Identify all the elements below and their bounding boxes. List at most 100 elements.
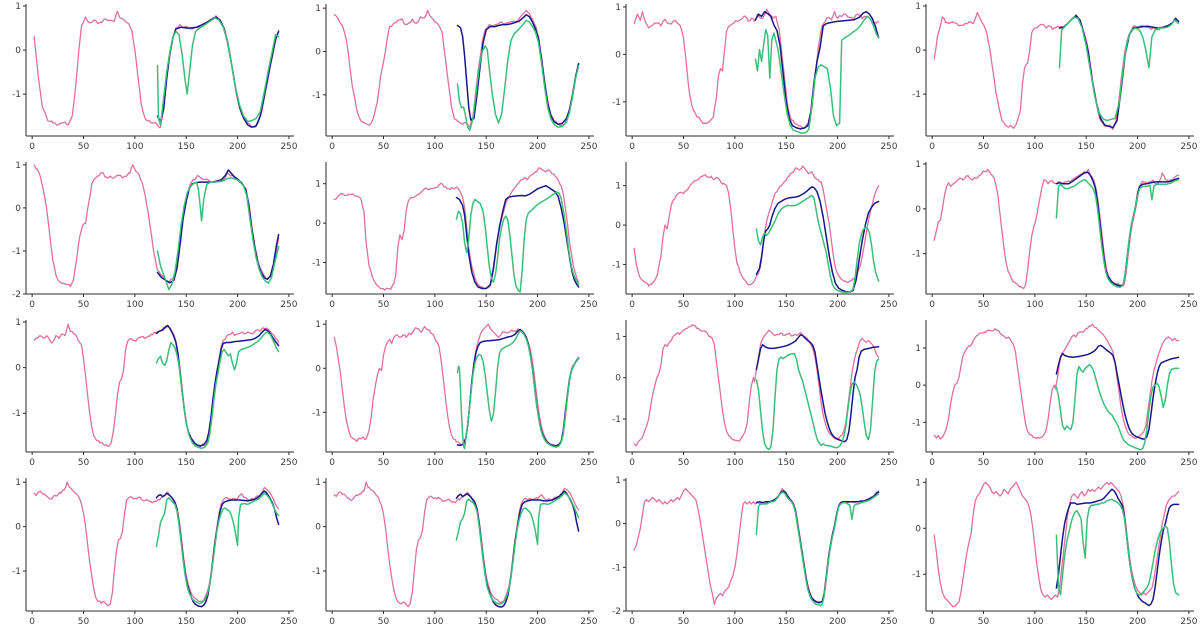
subplot-r2c3-chart: 1 0 -1 0 50 100 150 200 250 <box>612 162 898 310</box>
ground-truth-line <box>933 481 1180 608</box>
x-tick-label: 100 <box>426 617 443 627</box>
x-tick-label: 200 <box>229 458 246 468</box>
x-tick-label: 150 <box>1078 300 1095 310</box>
y-tick-label: -1 <box>912 570 921 580</box>
x-tick-label: 250 <box>880 142 897 152</box>
x-tick-label: 150 <box>778 142 795 152</box>
forecast-b-line <box>1055 363 1180 451</box>
y-tick-label: 1 <box>615 332 621 342</box>
subplot-r3c3: 1 0 -1 0 50 100 150 200 250 <box>600 316 900 474</box>
forecast-b-line <box>1055 178 1180 289</box>
y-tick-label: 0 <box>915 46 921 56</box>
y-tick-label: 0 <box>915 205 921 215</box>
y-tick-label: 1 <box>915 160 921 170</box>
x-tick-label: 150 <box>178 300 195 310</box>
ground-truth-line <box>933 168 1180 290</box>
x-tick-label: 100 <box>1026 458 1043 468</box>
x-tick-label: 0 <box>929 458 935 468</box>
x-tick-label: 100 <box>126 617 143 627</box>
x-tick-label: 200 <box>529 142 546 152</box>
x-tick-label: 50 <box>678 458 690 468</box>
x-tick-label: 0 <box>329 142 335 152</box>
x-tick-label: 250 <box>880 617 897 627</box>
y-tick-label: -1 <box>12 247 21 257</box>
x-tick-label: 0 <box>29 458 35 468</box>
subplot-r1c2: 1 0 -1 0 50 100 150 200 250 <box>300 0 600 158</box>
x-tick-label: 0 <box>29 300 35 310</box>
x-tick-label: 0 <box>929 142 935 152</box>
x-tick-label: 50 <box>378 617 390 627</box>
subplot-r4c4: 1 0 -1 0 50 100 150 200 250 <box>900 474 1200 632</box>
forecast-b-line <box>155 331 280 450</box>
y-tick-label: 1 <box>315 320 321 330</box>
y-tick-label: -1 <box>612 415 621 425</box>
forecast-a-line <box>755 186 880 293</box>
y-tick-label: 1 <box>315 4 321 14</box>
subplot-r1c1-chart: 1 0 -1 0 50 100 150 200 250 <box>12 2 298 152</box>
ground-truth-line <box>633 488 880 606</box>
subplot-r2c4-chart: 1 0 -1 0 50 100 150 200 250 <box>912 160 1198 310</box>
x-tick-label: 200 <box>829 617 846 627</box>
y-tick-label: 0 <box>315 219 321 229</box>
y-tick-label: 0 <box>615 221 621 231</box>
y-tick-label: -1 <box>12 567 21 577</box>
forecast-b-line <box>455 492 580 606</box>
ground-truth-line <box>933 323 1180 440</box>
x-tick-label: 150 <box>1078 617 1095 627</box>
x-tick-label: 200 <box>529 300 546 310</box>
subplot-r3c4-chart: 1 0 -1 0 50 100 150 200 250 <box>912 320 1198 468</box>
ground-truth-line <box>333 323 580 447</box>
forecast-a-line <box>456 13 580 126</box>
y-tick-label: -2 <box>612 607 621 617</box>
ground-truth-line <box>333 167 580 291</box>
y-tick-label: -1 <box>12 409 21 419</box>
y-tick-label: 0 <box>15 364 21 374</box>
x-tick-label: 100 <box>726 300 743 310</box>
y-tick-label: 1 <box>615 476 621 486</box>
x-tick-label: 150 <box>178 142 195 152</box>
y-tick-label: -1 <box>912 250 921 260</box>
x-tick-label: 200 <box>1129 617 1146 627</box>
y-tick-label: -1 <box>12 90 21 100</box>
y-tick-label: 0 <box>615 520 621 530</box>
y-tick-label: -1 <box>312 408 321 418</box>
y-tick-label: 0 <box>315 48 321 58</box>
x-tick-label: 150 <box>178 458 195 468</box>
subplot-r1c1: 1 0 -1 0 50 100 150 200 250 <box>0 0 300 158</box>
y-tick-label: -2 <box>12 290 21 300</box>
forecast-a-line <box>755 490 880 604</box>
y-tick-label: 1 <box>15 318 21 328</box>
x-tick-label: 50 <box>78 617 90 627</box>
y-tick-label: 1 <box>615 3 621 13</box>
x-tick-label: 150 <box>778 617 795 627</box>
x-tick-label: 200 <box>1129 458 1146 468</box>
y-tick-label: 0 <box>615 50 621 60</box>
forecast-b-line <box>456 19 580 132</box>
x-tick-label: 250 <box>1180 458 1197 468</box>
subplot-r2c1-chart: 1 0 -1 -2 0 50 100 150 200 250 <box>12 161 298 310</box>
subplot-r4c3: 1 0 -1 -2 0 50 100 150 200 250 <box>600 474 900 632</box>
x-tick-label: 50 <box>978 458 990 468</box>
subplot-r1c3-chart: 1 0 -1 0 50 100 150 200 250 <box>612 3 898 152</box>
subplot-r4c2: 1 0 -1 0 50 100 150 200 250 <box>300 474 600 632</box>
forecast-b-line <box>755 491 880 607</box>
x-tick-label: 150 <box>478 300 495 310</box>
y-tick-label: 0 <box>615 374 621 384</box>
subplot-r1c4: 1 0 -1 0 50 100 150 200 250 <box>900 0 1200 158</box>
y-tick-label: -1 <box>312 567 321 577</box>
x-tick-label: 150 <box>178 617 195 627</box>
x-tick-label: 250 <box>880 458 897 468</box>
x-tick-label: 150 <box>1078 458 1095 468</box>
y-tick-label: 1 <box>615 182 621 192</box>
x-tick-label: 200 <box>1129 300 1146 310</box>
x-tick-label: 50 <box>78 458 90 468</box>
subplot-r2c3: 1 0 -1 0 50 100 150 200 250 <box>600 158 900 316</box>
x-tick-label: 250 <box>580 458 597 468</box>
x-tick-label: 50 <box>378 142 390 152</box>
x-tick-label: 250 <box>580 142 597 152</box>
ground-truth-line <box>633 8 880 129</box>
y-tick-label: 1 <box>15 478 21 488</box>
x-tick-label: 0 <box>629 458 635 468</box>
x-tick-label: 250 <box>1180 142 1197 152</box>
forecast-a-line <box>1055 171 1180 287</box>
